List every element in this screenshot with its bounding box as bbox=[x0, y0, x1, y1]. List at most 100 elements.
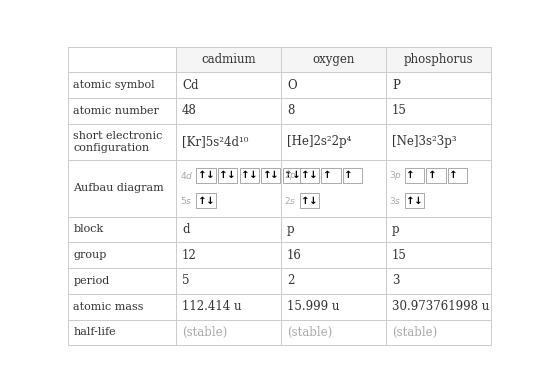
Text: ↑: ↑ bbox=[406, 170, 415, 180]
Bar bbox=[426, 168, 446, 183]
Text: $4d$: $4d$ bbox=[180, 170, 193, 181]
Text: $3s$: $3s$ bbox=[389, 195, 402, 206]
Text: $3p$: $3p$ bbox=[389, 169, 402, 182]
Bar bbox=[386, 320, 491, 345]
Text: ↓: ↓ bbox=[309, 196, 318, 206]
Text: ↑: ↑ bbox=[344, 170, 353, 180]
Text: ↓: ↓ bbox=[309, 170, 318, 180]
Text: short electronic
configuration: short electronic configuration bbox=[73, 131, 163, 153]
Bar bbox=[386, 72, 491, 98]
Text: ↑: ↑ bbox=[428, 170, 436, 180]
Bar bbox=[68, 124, 176, 160]
Bar bbox=[386, 47, 491, 72]
Text: 15.999 u: 15.999 u bbox=[287, 300, 340, 313]
Text: P: P bbox=[392, 79, 400, 92]
Bar bbox=[281, 320, 386, 345]
Bar bbox=[386, 242, 491, 268]
Text: $2s$: $2s$ bbox=[284, 195, 296, 206]
Bar bbox=[68, 98, 176, 124]
Text: period: period bbox=[73, 276, 110, 286]
Bar bbox=[386, 294, 491, 320]
Text: ↓: ↓ bbox=[206, 196, 215, 206]
Bar bbox=[218, 168, 238, 183]
Text: cadmium: cadmium bbox=[201, 53, 256, 66]
Bar bbox=[281, 47, 386, 72]
Bar bbox=[343, 168, 362, 183]
Text: ↑: ↑ bbox=[449, 170, 458, 180]
Text: block: block bbox=[73, 224, 104, 234]
Text: atomic symbol: atomic symbol bbox=[73, 80, 155, 90]
Bar bbox=[281, 124, 386, 160]
Bar bbox=[68, 160, 176, 217]
Bar bbox=[176, 124, 281, 160]
Bar bbox=[281, 268, 386, 294]
Text: 5: 5 bbox=[182, 274, 189, 288]
Text: $2p$: $2p$ bbox=[284, 169, 298, 182]
Text: 2: 2 bbox=[287, 274, 294, 288]
Bar bbox=[283, 168, 302, 183]
Text: 15: 15 bbox=[392, 104, 407, 118]
Text: 12: 12 bbox=[182, 249, 197, 262]
Bar bbox=[176, 268, 281, 294]
Text: 3: 3 bbox=[392, 274, 400, 288]
Bar bbox=[176, 217, 281, 242]
Bar bbox=[386, 268, 491, 294]
Text: (stable): (stable) bbox=[287, 326, 333, 339]
Bar bbox=[68, 268, 176, 294]
Text: Cd: Cd bbox=[182, 79, 199, 92]
Bar bbox=[405, 193, 424, 208]
Text: 48: 48 bbox=[182, 104, 197, 118]
Text: (stable): (stable) bbox=[392, 326, 437, 339]
Bar bbox=[281, 160, 386, 217]
Text: 30.973761998 u: 30.973761998 u bbox=[392, 300, 489, 313]
Text: 16: 16 bbox=[287, 249, 302, 262]
Bar bbox=[197, 193, 216, 208]
Bar bbox=[300, 168, 319, 183]
Text: (stable): (stable) bbox=[182, 326, 227, 339]
Text: ↑: ↑ bbox=[301, 170, 310, 180]
Text: [He]2s²2p⁴: [He]2s²2p⁴ bbox=[287, 135, 352, 148]
Bar bbox=[405, 168, 424, 183]
Text: ↑: ↑ bbox=[241, 170, 250, 180]
Bar bbox=[197, 168, 216, 183]
Bar bbox=[281, 72, 386, 98]
Bar bbox=[448, 168, 467, 183]
Text: group: group bbox=[73, 250, 106, 260]
Bar bbox=[386, 160, 491, 217]
Text: [Ne]3s²3p³: [Ne]3s²3p³ bbox=[392, 135, 456, 148]
Text: ↑: ↑ bbox=[323, 170, 331, 180]
Bar bbox=[281, 98, 386, 124]
Text: ↓: ↓ bbox=[270, 170, 279, 180]
Bar bbox=[386, 98, 491, 124]
Bar bbox=[68, 320, 176, 345]
Text: d: d bbox=[182, 223, 189, 236]
Text: half-life: half-life bbox=[73, 327, 116, 338]
Text: ↓: ↓ bbox=[206, 170, 215, 180]
Bar bbox=[68, 217, 176, 242]
Text: $5s$: $5s$ bbox=[180, 195, 192, 206]
Bar bbox=[176, 98, 281, 124]
Bar bbox=[176, 242, 281, 268]
Text: ↑: ↑ bbox=[198, 170, 206, 180]
Bar bbox=[176, 72, 281, 98]
Text: atomic mass: atomic mass bbox=[73, 302, 144, 312]
Bar bbox=[176, 320, 281, 345]
Bar bbox=[300, 193, 319, 208]
Text: phosphorus: phosphorus bbox=[403, 53, 473, 66]
Text: Aufbau diagram: Aufbau diagram bbox=[73, 183, 164, 193]
Bar bbox=[240, 168, 259, 183]
Text: p: p bbox=[392, 223, 400, 236]
Bar bbox=[281, 294, 386, 320]
Bar bbox=[386, 217, 491, 242]
Bar bbox=[281, 217, 386, 242]
Text: 8: 8 bbox=[287, 104, 294, 118]
Bar bbox=[68, 294, 176, 320]
Text: 15: 15 bbox=[392, 249, 407, 262]
Text: ↑: ↑ bbox=[301, 196, 310, 206]
Bar bbox=[176, 47, 281, 72]
Bar bbox=[321, 168, 341, 183]
Text: [Kr]5s²4d¹⁰: [Kr]5s²4d¹⁰ bbox=[182, 135, 248, 148]
Bar bbox=[176, 160, 281, 217]
Text: ↓: ↓ bbox=[292, 170, 300, 180]
Text: ↓: ↓ bbox=[414, 196, 423, 206]
